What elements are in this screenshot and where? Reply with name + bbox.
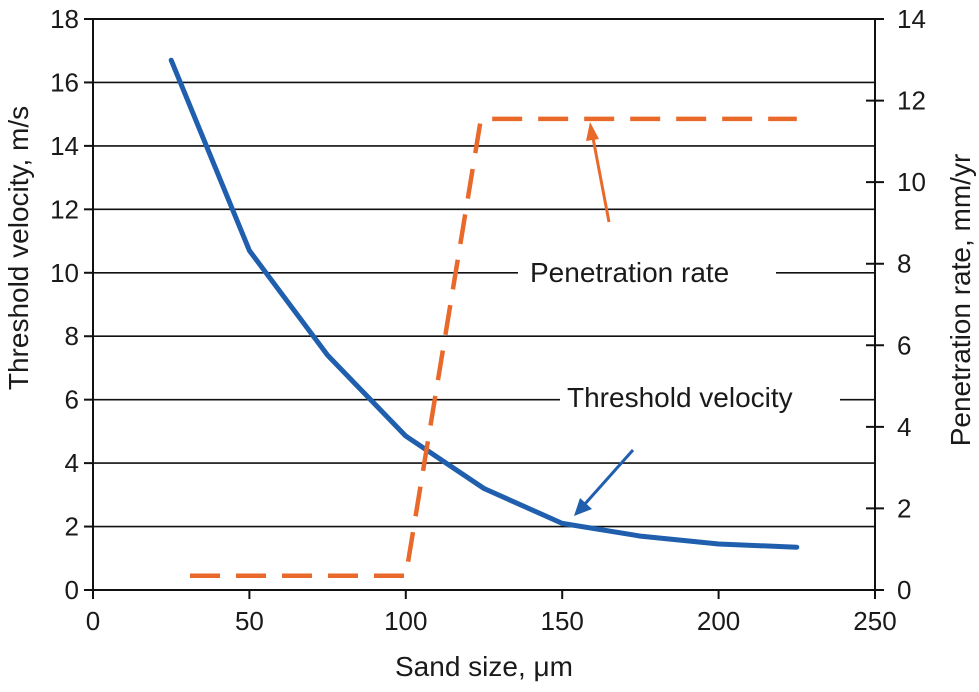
data-point-threshold-velocity: [638, 534, 642, 538]
y-left-tick-label: 12: [50, 194, 79, 224]
data-point-threshold-velocity: [795, 545, 799, 549]
y-right-tick-label: 2: [897, 493, 911, 523]
grid-lines: [93, 81, 875, 528]
data-point-threshold-velocity: [247, 249, 251, 253]
annotation-arrow-penetration-rate: [591, 137, 611, 223]
y-left-tick-label: 6: [65, 385, 79, 415]
annotation-arrow-threshold-velocity: [582, 449, 635, 506]
series-group: [168, 57, 800, 578]
data-point-penetration-rate: [479, 117, 483, 121]
annotations: Penetration rate Threshold velocity: [518, 122, 840, 516]
y-left-tick-label: 4: [65, 448, 79, 478]
y-right-tick-label: 10: [897, 167, 926, 197]
series-line-threshold-velocity: [168, 57, 800, 550]
y-left-tick-label: 18: [50, 4, 79, 34]
data-point-threshold-velocity: [717, 542, 721, 546]
data-point-threshold-velocity: [404, 434, 408, 438]
y-right-tick-label: 0: [897, 575, 911, 605]
y-right-tick-label: 14: [897, 4, 926, 34]
y-left-tick-label: 16: [50, 67, 79, 97]
annotation-bg: [518, 252, 776, 292]
x-tick-label: 0: [86, 606, 100, 636]
x-tick-label: 250: [853, 606, 896, 636]
y-left-tick-label: 8: [65, 321, 79, 351]
y-left-tick-label: 10: [50, 258, 79, 288]
y-right-tick-label: 6: [897, 330, 911, 360]
x-tick-label: 100: [384, 606, 427, 636]
y-right-tick-label: 12: [897, 86, 926, 116]
data-point-penetration-rate: [188, 574, 192, 578]
annotation-threshold-velocity: Threshold velocity: [567, 382, 793, 413]
y-axis-left-title: Threshold velocity, m/s: [3, 106, 34, 390]
data-point-threshold-velocity: [482, 486, 486, 490]
arrowhead-penetration-rate: [586, 122, 599, 141]
arrowhead-threshold-velocity: [574, 498, 592, 516]
y-left-tick-label: 14: [50, 131, 79, 161]
data-point-penetration-rate: [795, 117, 799, 121]
axes: [84, 18, 884, 599]
data-point-threshold-velocity: [169, 58, 173, 62]
series-line-penetration-rate: [190, 116, 797, 578]
y-right-tick-label: 8: [897, 249, 911, 279]
data-point-threshold-velocity: [560, 521, 564, 525]
y-axis-right-title: Penetration rate, mm/yr: [945, 154, 976, 447]
x-axis-title: Sand size, μm: [395, 651, 573, 682]
data-point-threshold-velocity: [326, 353, 330, 357]
tick-labels: 0 50 100 150 200 2500246810121416180246810121…: [50, 4, 926, 636]
y-left-tick-label: 0: [65, 575, 79, 605]
x-tick-label: 200: [697, 606, 740, 636]
annotation-bg: [560, 378, 840, 418]
y-left-tick-label: 2: [65, 512, 79, 542]
x-tick-label: 150: [541, 606, 584, 636]
y-right-tick-label: 4: [897, 412, 911, 442]
x-tick-label: 50: [235, 606, 264, 636]
annotation-penetration-rate: Penetration rate: [530, 257, 729, 288]
data-point-penetration-rate: [404, 574, 408, 578]
